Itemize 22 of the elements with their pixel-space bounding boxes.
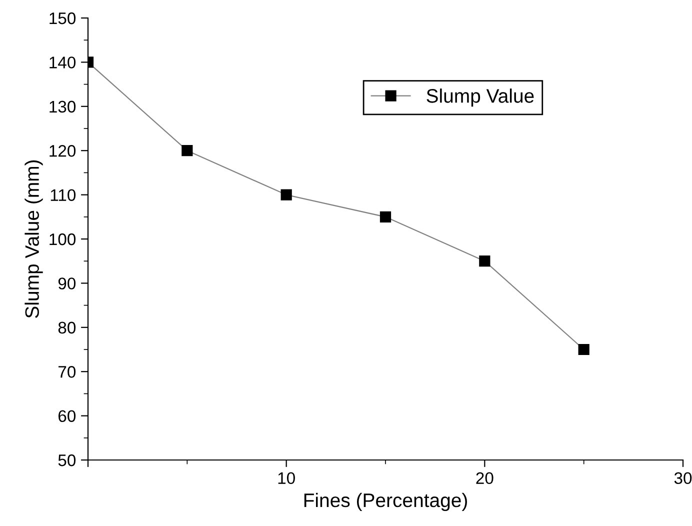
y-tick-label: 120 — [50, 145, 76, 157]
y-tick-label: 100 — [50, 233, 76, 246]
y-tick-label: 110 — [50, 189, 76, 202]
y-tick-label: 60 — [58, 410, 76, 422]
y-tick-label: 80 — [58, 322, 76, 334]
x-axis-title: Fines (Percentage) — [304, 492, 467, 512]
x-tick-label: 30 — [674, 472, 692, 484]
y-tick-label: 130 — [50, 100, 76, 113]
legend-label: Slump Value — [426, 88, 534, 107]
x-tick-label: 20 — [476, 472, 494, 484]
point — [578, 344, 590, 356]
y-axis-title: Slump Value (mm) — [24, 160, 43, 318]
y-tick-label: 90 — [58, 278, 76, 290]
point — [280, 189, 292, 200]
point — [182, 145, 193, 156]
y-tick-label: 150 — [50, 12, 76, 24]
y-tick-label: 140 — [50, 56, 76, 68]
y-tick-label: 50 — [58, 454, 76, 466]
x-tick-label: 10 — [278, 472, 295, 484]
point — [479, 256, 490, 267]
point — [380, 211, 392, 222]
y-tick-label: 70 — [58, 366, 76, 378]
